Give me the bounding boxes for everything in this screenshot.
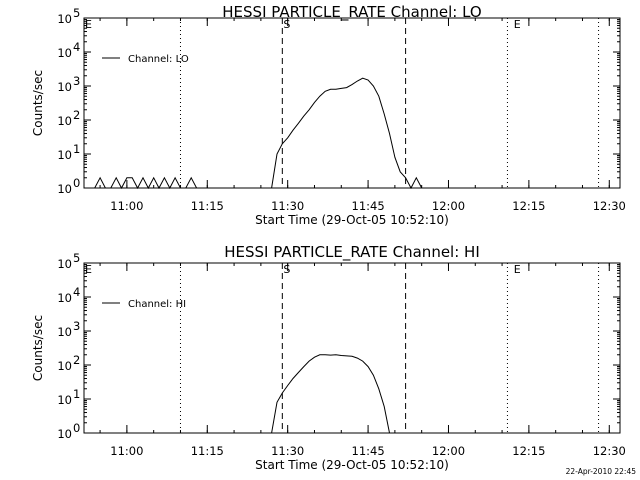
date-stamp: 22-Apr-2010 22:45 [566,467,637,476]
attenuator-flag-s: S [283,18,290,31]
attenuator-flag-e: E [514,18,521,31]
y-tick-label: 10 [57,291,72,305]
x-tick-label: 11:00 [110,444,143,458]
y-tick-exponent: 1 [73,387,80,401]
x-tick-label: 11:00 [110,199,143,213]
legend-label: Channel: LO [128,54,189,65]
x-tick-label: 12:30 [593,199,626,213]
attenuator-flag-e: E [85,263,92,276]
y-tick-label: 10 [57,46,72,60]
x-tick-label: 11:45 [352,444,385,458]
y-tick-label: 10 [57,427,72,441]
y-tick-exponent: 2 [73,108,80,122]
y-tick-label: 10 [57,359,72,373]
y-tick-label: 10 [57,12,72,26]
y-axis-label: Counts/sec [31,70,45,136]
y-tick-exponent: 4 [73,40,80,54]
x-tick-label: 12:15 [512,199,545,213]
plot-frame [83,262,621,434]
y-tick-exponent: 5 [73,6,80,20]
x-tick-label: 11:45 [352,199,385,213]
y-tick-exponent: 3 [73,74,80,88]
x-tick-label: 11:15 [191,444,224,458]
series-line [271,354,390,434]
y-axis-label: Counts/sec [31,315,45,381]
x-tick-label: 11:15 [191,199,224,213]
y-tick-exponent: 4 [73,285,80,299]
x-tick-label: 12:00 [432,444,465,458]
y-tick-exponent: 1 [73,142,80,156]
x-tick-label: 12:00 [432,199,465,213]
y-tick-exponent: 2 [73,353,80,367]
y-tick-label: 10 [57,114,72,128]
x-axis-label: Start Time (29-Oct-05 10:52:10) [255,458,449,472]
attenuator-flag-e: E [85,18,92,31]
x-tick-label: 12:30 [593,444,626,458]
x-axis-label: Start Time (29-Oct-05 10:52:10) [255,213,449,227]
chart-title: HESSI PARTICLE_RATE Channel: LO [222,3,481,22]
y-tick-label: 10 [57,80,72,94]
y-tick-label: 10 [57,393,72,407]
y-tick-exponent: 3 [73,319,80,333]
plot-frame [83,17,621,189]
attenuator-flag-e: E [514,263,521,276]
attenuator-flag-s: S [283,263,290,276]
y-tick-exponent: 0 [73,176,80,190]
x-tick-label: 11:30 [271,199,304,213]
chart-title: HESSI PARTICLE_RATE Channel: HI [224,243,480,262]
series-line [94,77,423,190]
legend-label: Channel: HI [128,299,186,310]
x-tick-label: 12:15 [512,444,545,458]
y-tick-exponent: 5 [73,251,80,265]
y-tick-exponent: 0 [73,421,80,435]
y-tick-label: 10 [57,325,72,339]
y-tick-label: 10 [57,148,72,162]
x-tick-label: 11:30 [271,444,304,458]
y-tick-label: 10 [57,257,72,271]
y-tick-label: 10 [57,182,72,196]
